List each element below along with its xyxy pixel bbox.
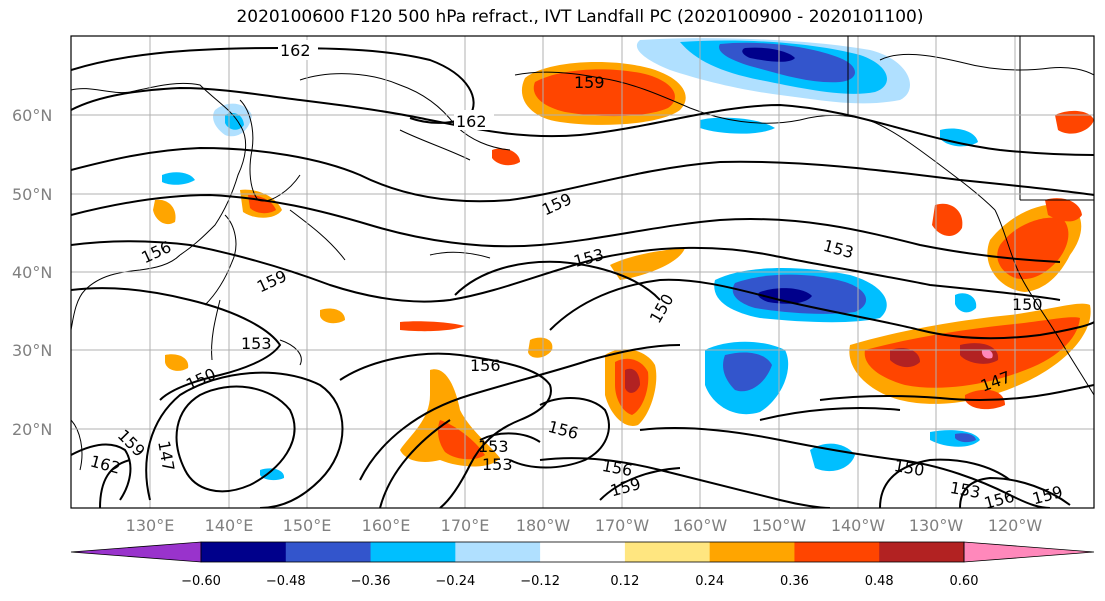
contour-label: 150	[1012, 295, 1043, 314]
longitude-labels: 130°E 140°E 150°E 160°E 170°E 180°W 170°…	[126, 516, 1043, 535]
colorbar-tick-label: −0.36	[351, 574, 391, 589]
contour-label: 153	[482, 455, 513, 474]
colorbar-swatch	[709, 542, 795, 562]
lat-label-60: 60°N	[12, 106, 52, 125]
contour-label: 162	[280, 41, 311, 60]
colorbar-swatch	[624, 542, 711, 562]
lat-label-20: 20°N	[12, 420, 52, 439]
lon-label: 130°E	[126, 516, 175, 535]
lat-label-50: 50°N	[12, 185, 52, 204]
colorbar-swatch	[794, 542, 880, 562]
contour-label: 156	[470, 356, 501, 375]
colorbar: −0.60 −0.48 −0.36 −0.24 −0.12 0.12 0.24 0.36 0.4…	[70, 541, 1095, 589]
colorbar-tick-label: −0.60	[181, 574, 221, 589]
lon-label: 140°E	[205, 516, 254, 535]
colorbar-extend-low	[70, 541, 202, 563]
lat-label-40: 40°N	[12, 263, 52, 282]
lon-label: 180°W	[516, 516, 571, 535]
contour-label: 156	[982, 487, 1016, 513]
colorbar-tick-label: 0.36	[780, 574, 809, 589]
colorbar-swatch	[455, 542, 541, 562]
lon-label: 120°W	[988, 516, 1043, 535]
colorbar-tick-label: −0.12	[520, 574, 560, 589]
colorbar-extend-high	[963, 541, 1095, 563]
colorbar-swatch	[540, 542, 626, 562]
anomaly-shading	[153, 38, 1094, 481]
height-contours	[71, 46, 1094, 508]
lon-label: 130°W	[909, 516, 964, 535]
lon-label: 160°E	[362, 516, 411, 535]
colorbar-tick-label: 0.60	[950, 574, 979, 589]
lon-label: 170°W	[595, 516, 650, 535]
contour-label: 162	[456, 112, 487, 131]
colorbar-tick-label: −0.48	[266, 574, 306, 589]
colorbar-tick-label: 0.24	[695, 574, 724, 589]
colorbar-tick-label: 0.48	[865, 574, 894, 589]
colorbar-tick-label: 0.12	[610, 574, 639, 589]
colorbar-outline	[200, 541, 965, 563]
colorbar-swatch	[285, 542, 372, 562]
colorbar-swatch	[201, 542, 287, 562]
lon-label: 150°W	[752, 516, 807, 535]
lon-label: 150°E	[283, 516, 332, 535]
lon-label: 170°E	[441, 516, 490, 535]
colorbar-swatch	[370, 542, 456, 562]
lon-label: 160°W	[673, 516, 728, 535]
colorbar-swatch	[879, 542, 965, 562]
map-frame	[70, 35, 1095, 509]
map-title: 2020100600 F120 500 hPa refract., IVT La…	[236, 7, 924, 27]
colorbar-tick-label: −0.24	[435, 574, 475, 589]
latitude-labels: 60°N 50°N 40°N 30°N 20°N	[12, 106, 52, 439]
contour-label: 153	[478, 437, 509, 456]
contour-label: 159	[574, 73, 605, 92]
lat-label-30: 30°N	[12, 341, 52, 360]
contour-label: 153	[241, 334, 272, 353]
lon-label: 140°W	[831, 516, 886, 535]
